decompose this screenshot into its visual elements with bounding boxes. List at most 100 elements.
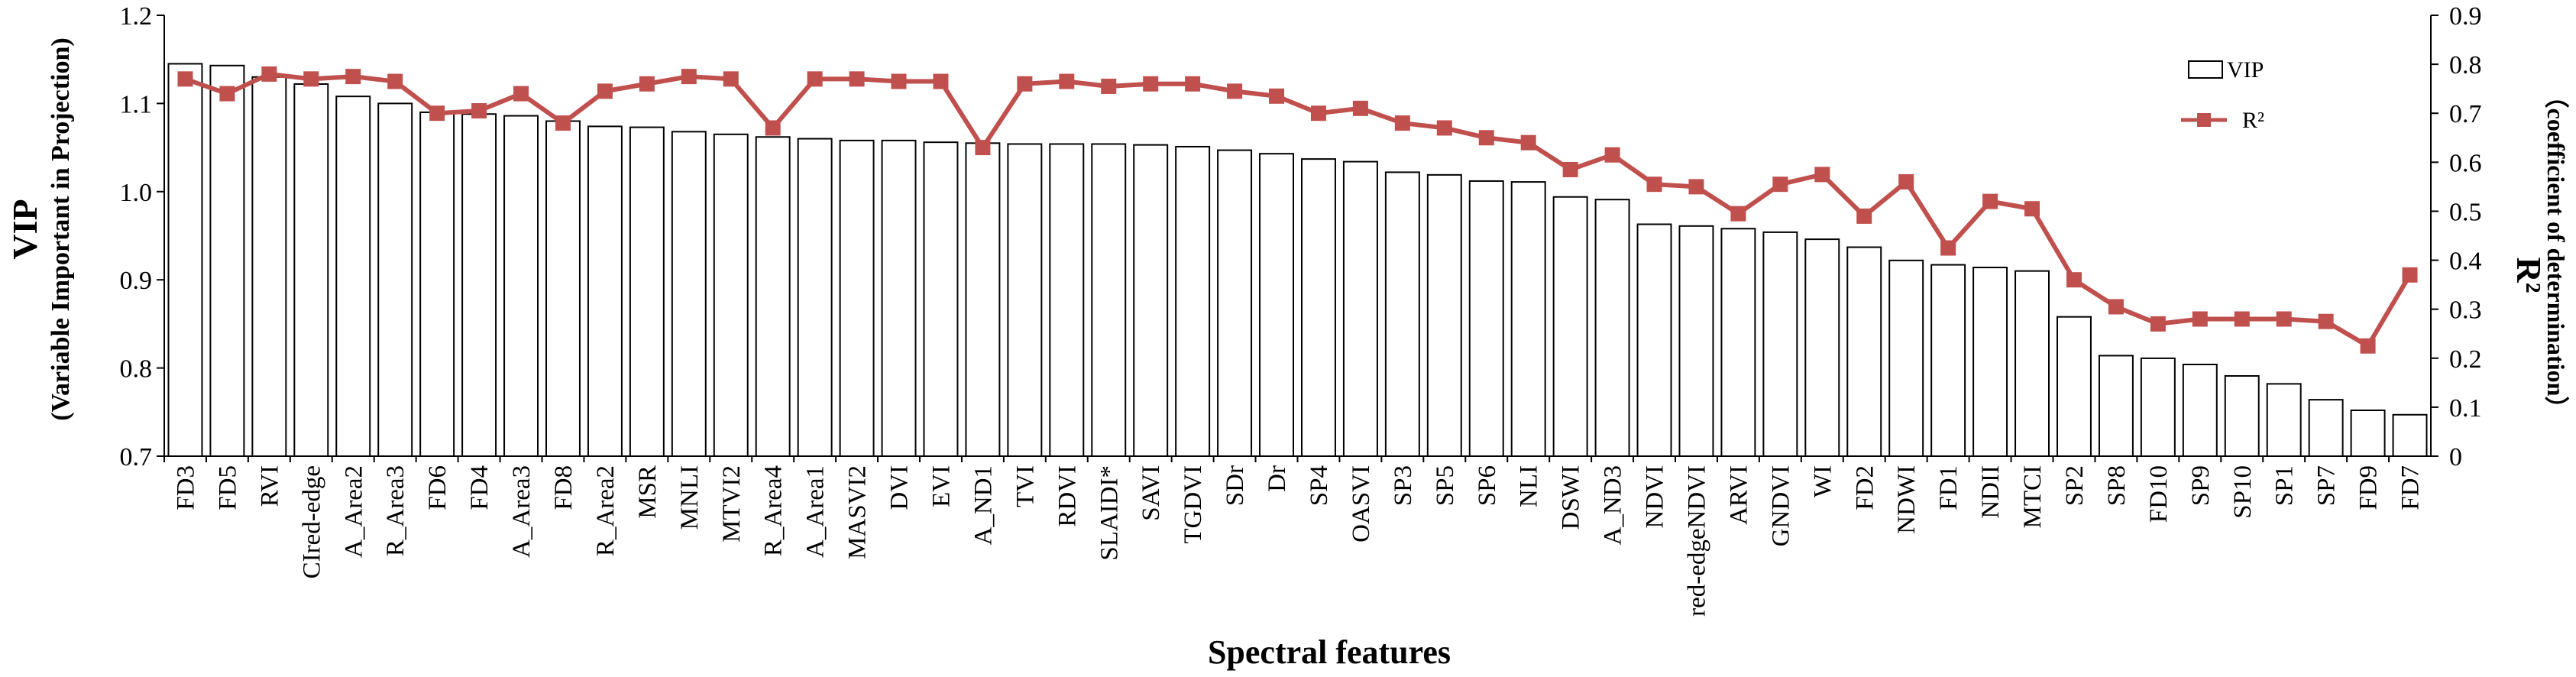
r2-point-SP7 [2318,313,2334,329]
r2-point-CIred-edge [303,71,319,87]
right-axis-ticks: 0 0.1 0.2 0.3 0.4 0.5 0.6 0.7 0.8 0.9 [2431,2,2482,471]
bar-A_Area2 [335,96,371,457]
bar-FD5 [209,64,245,457]
category-label-FD9: FD9 [2355,465,2383,510]
bar-SP3 [1384,171,1420,458]
category-label-MSR: MSR [634,465,662,519]
bar-R_Area4 [755,136,791,457]
bar-SLAIDI* [1091,143,1127,457]
right-tick-label: 0.2 [2449,345,2482,374]
category-label-GNDVI: GNDVI [1767,465,1794,546]
x-axis-title: Spectral features [1208,633,1451,671]
r2-point-MNLI [681,69,697,85]
bar-MNLI [671,131,707,457]
left-tick-label: 1.2 [120,2,153,31]
category-label-FD10: FD10 [2145,465,2173,523]
bar-FD8 [545,120,581,457]
bar-EVI [923,141,959,457]
r2-point-SP5 [1436,120,1452,136]
category-label-NDWI: NDWI [1893,465,1921,534]
r2-point-NDVI [1646,177,1662,193]
category-label-A_Area3: A_Area3 [508,465,536,558]
bar-MASVI2 [839,139,875,457]
right-tick-label: 0 [2449,443,2462,471]
r2-point-TGDVI [1185,76,1201,92]
right-tick-label: 0.6 [2449,149,2482,177]
right-tick-label: 0.5 [2449,198,2482,226]
category-label-WI: WI [1809,465,1837,497]
category-label-FD3: FD3 [172,465,199,510]
bar-FD2 [1846,246,1882,457]
category-label-A_Area1: A_Area1 [802,465,830,558]
bar-FD10 [2140,357,2176,457]
r2-point-WI [1814,167,1830,183]
legend-r2-marker [2197,113,2211,127]
r2-point-RVI [261,66,277,82]
bar-SDr [1217,149,1253,457]
r2-point-RDVI [1059,73,1075,89]
r2-point-R_Area4 [765,120,781,136]
bar-SP8 [2098,355,2134,457]
category-label-NDVI: NDVI [1642,465,1669,528]
r2-point-SP3 [1394,115,1410,131]
category-label-SDr: SDr [1222,465,1249,506]
category-label-R_Area4: R_Area4 [760,465,788,556]
category-label-CIred-edge: CIred-edge [298,465,325,578]
r2-point-SP1 [2276,311,2292,327]
bar-SP10 [2224,374,2260,457]
r2-point-FD3 [177,71,193,87]
category-label-EVI: EVI [927,465,955,507]
r2-point-SP10 [2234,311,2250,327]
category-label-MASVI2: MASVI2 [844,465,872,559]
r2-point-red-edgeNDVI [1688,179,1704,195]
category-label-SP6: SP6 [1474,465,1501,506]
category-label-SP1: SP1 [2271,465,2299,506]
r2-point-SP2 [2066,272,2082,288]
category-label-FD8: FD8 [550,465,578,510]
bar-MSR [629,126,665,457]
bar-TVI [1007,143,1043,457]
bar-A_Area3 [503,115,539,457]
bar-SP4 [1300,158,1336,458]
left-tick-label: 0.7 [120,443,153,471]
bar-WI [1804,238,1840,457]
bar-FD1 [1930,264,1966,457]
bar-NLI [1510,181,1546,458]
bar-NDII [1972,267,2008,457]
category-label-Dr: Dr [1264,465,1291,492]
category-label-ARVI: ARVI [1725,465,1752,525]
category-label-MNLI: MNLI [676,465,704,530]
r2-point-NLI [1520,134,1536,151]
bar-RDVI [1049,143,1085,457]
category-label-FD6: FD6 [424,465,451,510]
bar-DSWI [1552,196,1588,457]
r2-point-Dr [1269,88,1285,104]
category-label-OASVI: OASVI [1348,465,1375,543]
r2-line-layer [177,66,2418,354]
right-tick-label: 0.4 [2449,248,2482,276]
r2-point-FD10 [2150,316,2166,332]
r2-point-FD5 [219,86,235,102]
left-tick-label: 1.0 [120,179,153,207]
r2-point-MTCI [2024,201,2040,217]
category-label-A_ND3: A_ND3 [1600,465,1627,546]
bar-TGDVI [1175,145,1211,457]
legend: VIP R² [2181,57,2264,133]
category-label-SAVI: SAVI [1138,465,1165,521]
category-label-SP10: SP10 [2229,465,2257,519]
category-label-TVI: TVI [1011,465,1039,507]
right-tick-label: 0.7 [2449,100,2482,128]
bar-SAVI [1133,144,1169,457]
bar-CIred-edge [293,83,329,458]
legend-vip-swatch [2188,60,2223,79]
category-label-FD4: FD4 [466,465,494,510]
category-label-SP4: SP4 [1306,465,1333,506]
category-labels: FD3 FD5 RVI CIred-edge A_Area2 R_Area3 FD6 FD4 A… [163,456,2425,617]
r2-point-A_Area3 [513,86,529,102]
bar-DVI [881,139,917,457]
r2-point-FD6 [429,105,445,121]
r2-point-FD4 [471,103,487,119]
category-label-FD7: FD7 [2397,465,2425,510]
left-tick-label: 0.8 [120,355,153,384]
bar-FD3 [167,63,203,458]
